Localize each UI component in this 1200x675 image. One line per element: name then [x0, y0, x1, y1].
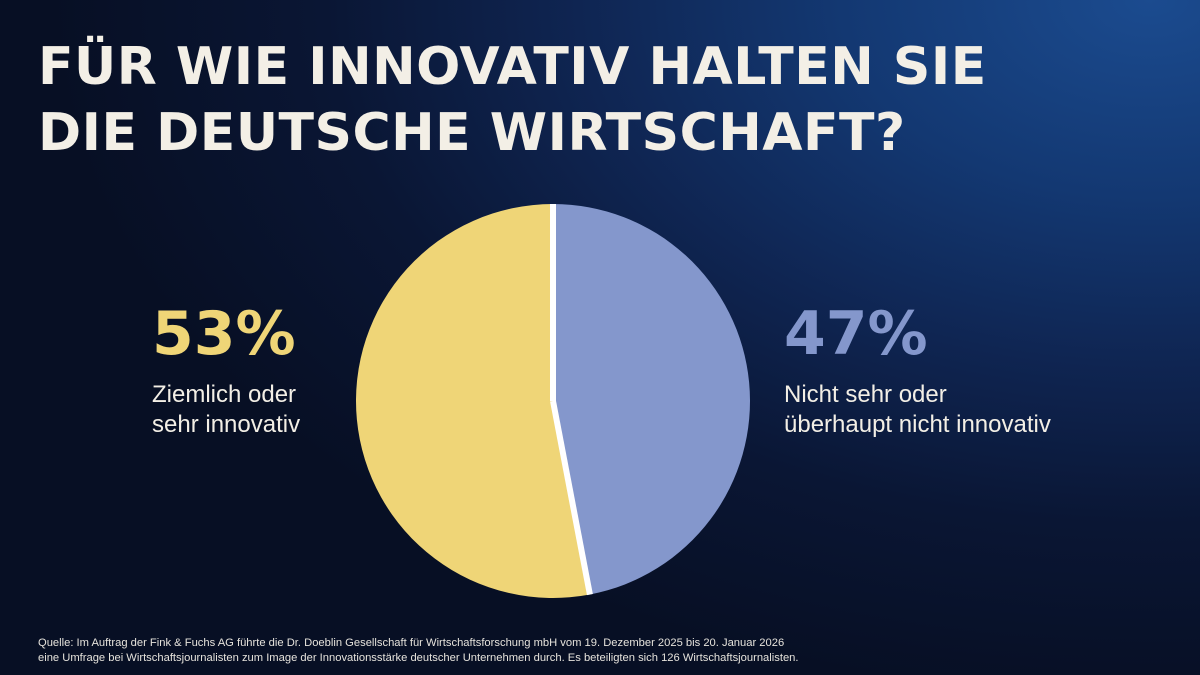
stat-yes-label-line-1: Ziemlich oder	[152, 381, 297, 408]
stat-no: 47% Nicht sehr oder überhaupt nicht inno…	[784, 302, 1051, 440]
stat-yes-label: Ziemlich oder sehr innovativ	[152, 380, 300, 440]
title-line-1: FÜR WIE INNOVATIV HALTEN SIE	[38, 37, 987, 97]
chart-title: FÜR WIE INNOVATIV HALTEN SIE DIE DEUTSCH…	[38, 34, 1138, 166]
stat-no-label-line-2: überhaupt nicht innovativ	[784, 411, 1051, 438]
source-note: Quelle: Im Auftrag der Fink & Fuchs AG f…	[38, 636, 1168, 666]
stat-yes-label-line-2: sehr innovativ	[152, 411, 301, 438]
pie-slice-yes	[355, 204, 590, 598]
source-line-1: Quelle: Im Auftrag der Fink & Fuchs AG f…	[38, 637, 785, 649]
pie-divider-2	[550, 400, 593, 596]
pie-slice-no	[553, 204, 750, 595]
stat-no-label: Nicht sehr oder überhaupt nicht innovati…	[784, 380, 1051, 440]
stat-yes: 53% Ziemlich oder sehr innovativ	[152, 302, 300, 440]
stat-no-label-line-1: Nicht sehr oder	[784, 381, 947, 408]
title-line-2: DIE DEUTSCHE WIRTSCHAFT?	[38, 103, 906, 163]
source-line-2: eine Umfrage bei Wirtschaftsjournalisten…	[38, 652, 799, 664]
stat-no-value: 47%	[784, 299, 928, 369]
stat-yes-value: 53%	[152, 299, 296, 369]
